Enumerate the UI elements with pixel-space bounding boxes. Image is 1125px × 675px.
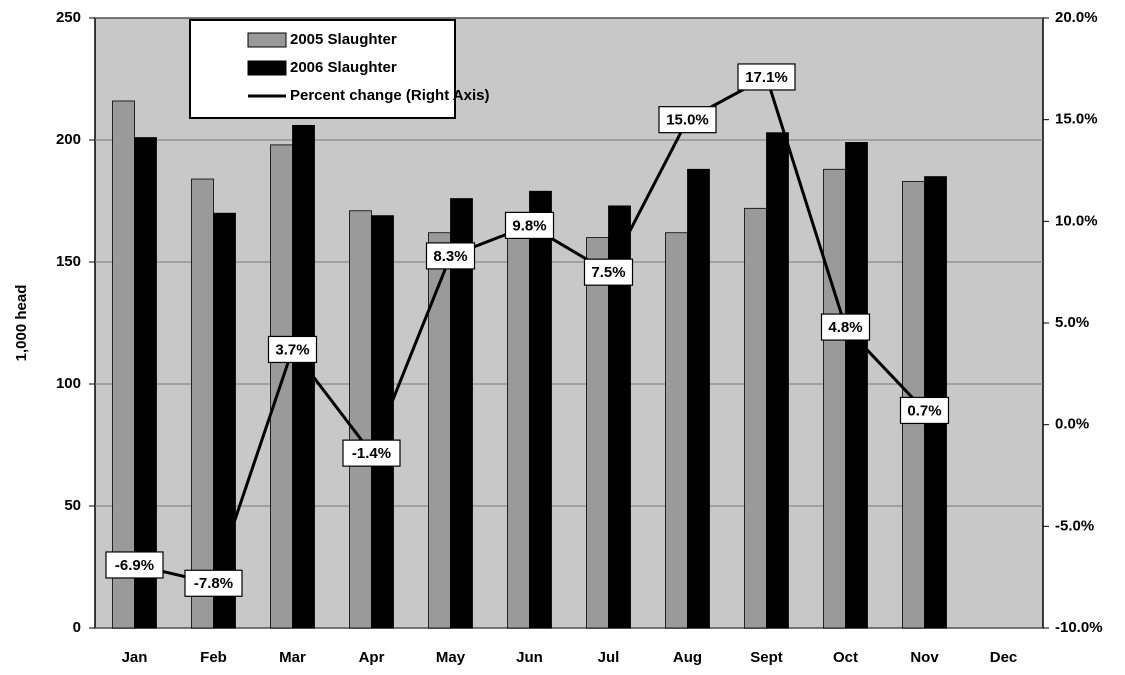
bar (823, 168, 846, 629)
y2-tick-label: -5.0% (1055, 517, 1094, 534)
x-tick-label: May (436, 649, 466, 666)
y-tick-label: 100 (56, 375, 81, 392)
y-tick-label: 200 (56, 131, 81, 148)
legend-label: 2006 Slaughter (290, 59, 397, 76)
data-label: 17.1% (745, 69, 788, 86)
x-tick-label: Sept (750, 649, 783, 666)
legend-label: Percent change (Right Axis) (290, 87, 489, 104)
bar (428, 232, 451, 629)
data-label-box (105, 551, 164, 579)
x-tick-label: Aug (673, 649, 702, 666)
data-label-box (504, 211, 555, 239)
x-tick-label: Feb (200, 649, 227, 666)
x-tick-label: Apr (359, 649, 385, 666)
x-tick-label: Jun (516, 649, 543, 666)
bar (766, 132, 789, 629)
x-tick-label: Dec (990, 649, 1018, 666)
bar (292, 124, 315, 629)
bar (608, 205, 631, 629)
x-tick-label: Oct (833, 649, 858, 666)
legend-swatch (247, 60, 287, 76)
data-label-box (184, 569, 243, 597)
y-tick-label: 150 (56, 253, 81, 270)
y-tick-label: 250 (56, 9, 81, 26)
x-tick-label: Mar (279, 649, 306, 666)
y2-tick-label: 20.0% (1055, 9, 1098, 26)
bar (213, 212, 236, 629)
data-label: -1.4% (352, 445, 391, 462)
data-label: 0.7% (907, 402, 941, 419)
legend-swatch (247, 32, 287, 48)
plot-area (94, 17, 1044, 629)
x-tick-label: Nov (910, 649, 939, 666)
data-label: 3.7% (275, 341, 309, 358)
data-label-box (583, 258, 634, 286)
bar (507, 229, 530, 629)
data-label: 8.3% (433, 248, 467, 265)
y-tick-label: 50 (64, 497, 81, 514)
legend-label: 2005 Slaughter (290, 31, 397, 48)
data-label-box (820, 313, 871, 341)
data-label: 4.8% (828, 319, 862, 336)
data-label-box (267, 335, 318, 364)
data-label-box (342, 439, 401, 467)
bar (845, 142, 868, 629)
data-label-box (658, 106, 717, 134)
data-label-box (425, 242, 476, 270)
data-label: 9.8% (512, 217, 546, 234)
bar (665, 232, 688, 629)
data-label: -6.9% (115, 557, 154, 574)
bar (450, 198, 473, 629)
bar (191, 178, 214, 629)
data-label: -7.8% (194, 575, 233, 592)
bar (349, 210, 372, 629)
y2-tick-label: 15.0% (1055, 111, 1098, 128)
data-label: 15.0% (666, 112, 709, 129)
y-tick-label: 0 (73, 619, 81, 636)
data-label-box (899, 396, 950, 425)
bar (134, 137, 157, 629)
bar (586, 237, 609, 629)
x-tick-label: Jan (122, 649, 148, 666)
y2-tick-label: 5.0% (1055, 314, 1089, 331)
bar (529, 190, 552, 629)
bar (112, 100, 135, 629)
data-label: 7.5% (591, 264, 625, 281)
x-tick-label: Jul (598, 649, 620, 666)
legend (189, 19, 456, 119)
y2-tick-label: -10.0% (1055, 619, 1103, 636)
y-axis-label: 1,000 head (13, 285, 30, 362)
y2-tick-label: 0.0% (1055, 416, 1089, 433)
y2-tick-label: 10.0% (1055, 212, 1098, 229)
bar (744, 207, 767, 629)
bar (687, 168, 710, 629)
data-label-box (737, 63, 796, 91)
